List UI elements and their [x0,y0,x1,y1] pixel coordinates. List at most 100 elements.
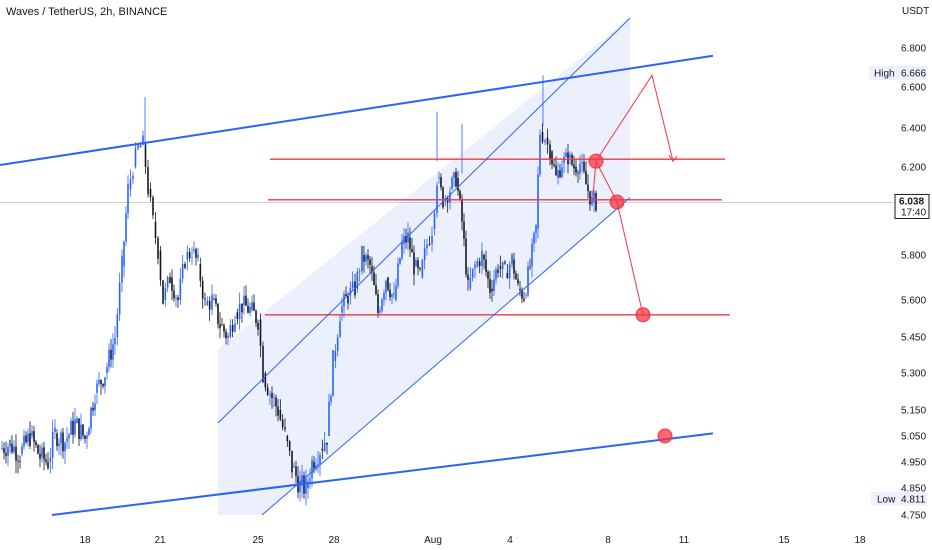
candle-body [467,274,469,281]
candle-body [35,441,37,445]
candle-body [495,269,497,280]
candle-body [266,387,269,395]
candle-body [345,294,347,297]
candle-body [587,184,589,192]
candle-body [595,192,597,211]
candle-body [356,271,359,289]
candle-body [159,250,162,281]
candle-body [369,259,371,266]
candle-body [485,259,487,272]
candle-body [269,394,271,396]
candle-body [349,288,352,296]
candle-body [497,269,499,273]
candle-body [129,179,132,189]
candle-body [47,461,49,469]
candle-body [206,300,209,305]
candle-body [3,448,5,453]
candle-body [332,350,334,397]
candle-body [164,287,167,300]
marker-layer [588,153,673,444]
candle-body [455,172,457,187]
candle-body [358,271,361,273]
candle-body [13,446,15,453]
x-tick-label: 18 [854,535,866,546]
candle-body [401,241,403,259]
candle-body [223,325,225,332]
candle-body [328,401,330,436]
candle-body [149,188,152,198]
candle-body [428,243,431,245]
candle-body [385,280,387,293]
candle-body [197,254,199,258]
candle-body [469,277,472,289]
candle-body [504,262,506,264]
candle-body [330,396,332,402]
candle-body [491,288,493,292]
candle-body [199,264,202,281]
candle-body [229,325,232,337]
y-tick-label: 5.150 [901,406,926,417]
y-tick-label: 5.800 [901,251,926,262]
candle-body [293,466,295,468]
candle-body [415,260,417,267]
y-tick-label: 5.050 [901,432,926,443]
candle-body [377,294,379,314]
candle-body [74,419,76,435]
candle-body [343,294,345,307]
candle-body [319,454,321,464]
candle-body [5,452,7,456]
candle-body [375,284,377,295]
candle-body [275,397,277,407]
candle-body [307,481,309,488]
candle-body [179,278,182,300]
candle-body [440,177,442,188]
low-tag-value: 4.811 [901,495,926,506]
candle-body [68,434,70,439]
candle-body [489,278,491,293]
candle-body [184,263,186,268]
candle-body [251,302,253,310]
high-tag-value: 6.666 [901,69,926,80]
candle-body [262,345,264,383]
marker-channel-break [609,194,625,210]
y-tick-label: 6.800 [901,44,926,55]
candle-body [581,161,583,164]
candle-body [565,152,567,158]
candle-body [397,263,399,286]
candle-body [431,235,433,245]
candle-body [257,322,259,330]
candle-body [557,170,559,178]
candle-body [186,252,189,260]
candle-body [92,407,94,411]
candle-body [51,431,54,458]
candle-body [413,252,415,275]
candle-body [231,325,234,332]
last-price-value: 6.038 [899,196,924,207]
marker-lower-trendline [657,428,673,444]
candle-body [110,349,112,360]
candle-body [142,135,144,146]
candle-body [419,267,421,270]
candle-body [463,221,465,239]
candle-body [506,273,509,279]
candle-body [152,197,154,216]
candle-body [317,463,319,466]
last-price-time: 17:40 [901,207,926,218]
candle-body [311,459,313,479]
channel-lower-line [261,197,631,516]
candle-body [569,154,571,158]
candle-body [407,232,409,243]
candle-body [476,261,479,267]
candle-body [305,478,307,494]
channel-fill [218,18,630,515]
candle-body [58,443,60,447]
candle-body [86,435,88,439]
candle-body [389,289,391,297]
low-tag-bg [871,492,927,506]
candle-body [21,446,23,455]
candle-body [56,433,58,447]
candle-body [201,280,204,299]
candle-body [365,255,367,262]
candle-body [54,427,56,432]
